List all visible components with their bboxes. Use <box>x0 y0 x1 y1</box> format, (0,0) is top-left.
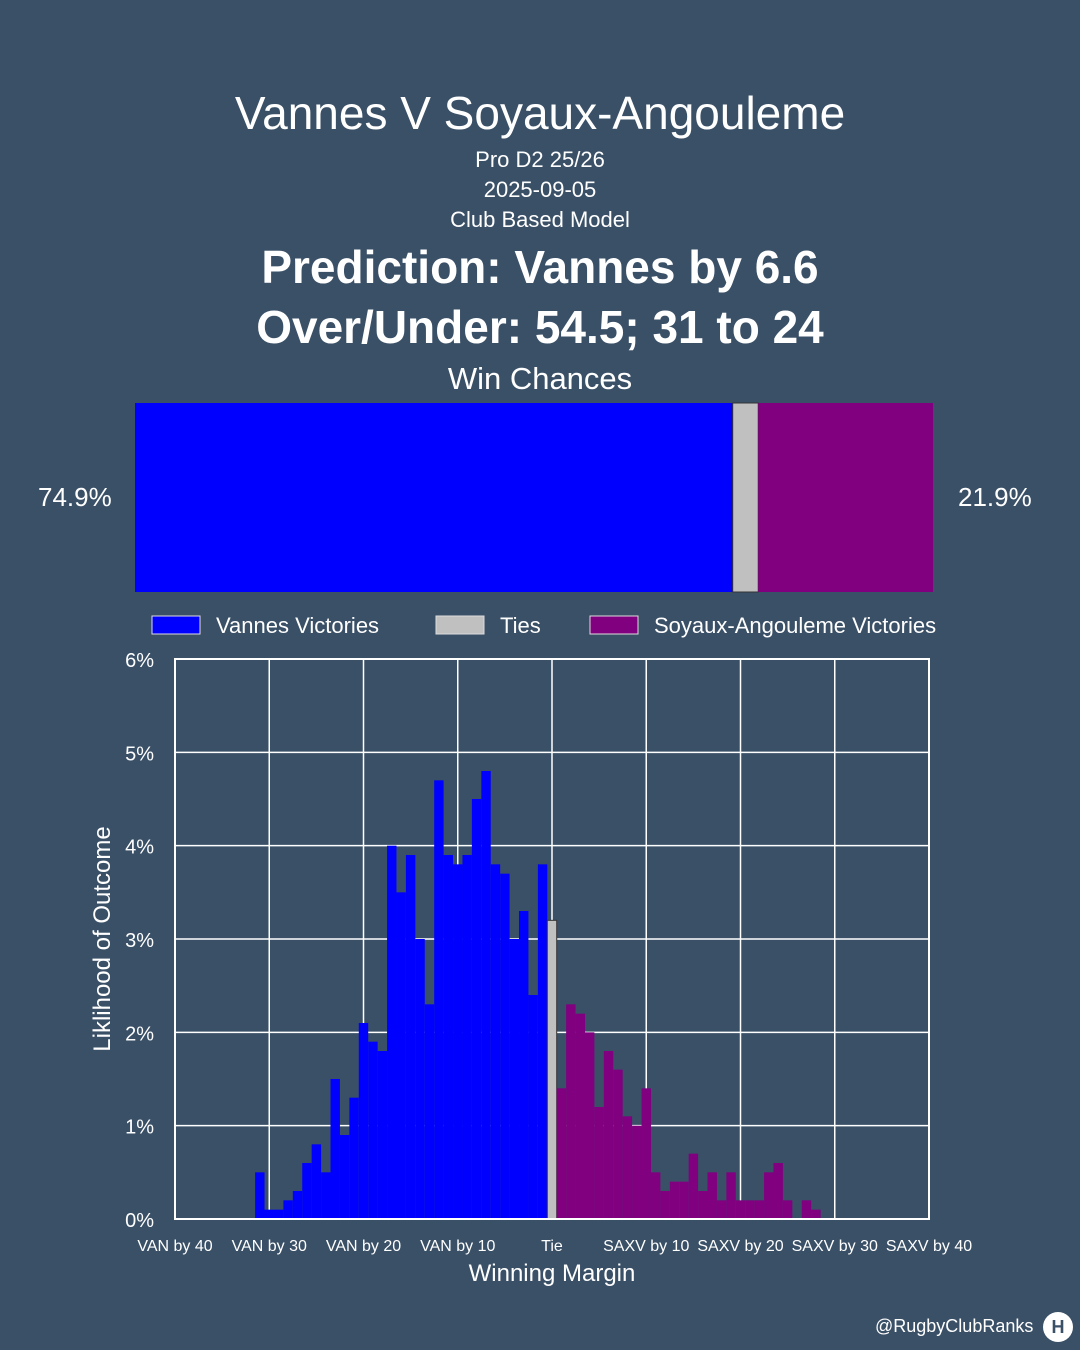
histogram-bar-away <box>782 1200 793 1219</box>
histogram-bar-away <box>650 1172 661 1219</box>
histogram-bar-home <box>358 1023 369 1219</box>
histogram-bar-home <box>330 1079 340 1219</box>
histogram-bar-home <box>264 1209 274 1219</box>
page-title: Vannes V Soyaux-Angouleme <box>234 87 846 139</box>
x-tick-label: VAN by 30 <box>232 1238 307 1255</box>
histogram-bar-home <box>415 939 425 1219</box>
model-label: Club Based Model <box>450 207 630 232</box>
x-tick-label: VAN by 10 <box>420 1238 495 1255</box>
histogram-bar-away <box>716 1200 727 1219</box>
histogram-bar-away <box>698 1191 708 1219</box>
y-tick-label: 2% <box>125 1023 154 1045</box>
histogram-bar-home <box>302 1163 312 1219</box>
x-tick-label: SAXV by 40 <box>886 1238 972 1255</box>
histogram-bar-home <box>377 1051 388 1219</box>
histogram-bar-home <box>387 845 397 1219</box>
plot-frame <box>174 658 930 1220</box>
footer-handle: @RugbyClubRanks <box>875 1316 1034 1336</box>
x-tick-label: VAN by 20 <box>326 1238 401 1255</box>
x-tick-label: VAN by 40 <box>137 1238 212 1255</box>
histogram-bar-away <box>726 1172 736 1219</box>
histogram-bar-away <box>811 1209 821 1219</box>
match-date: 2025-09-05 <box>483 177 597 202</box>
histogram-bar-home <box>349 1097 359 1219</box>
legend-swatch-3 <box>589 615 639 635</box>
histogram-bar-away <box>556 1088 567 1219</box>
over-under-text: Over/Under: 54.5; 31 to 24 <box>256 301 824 353</box>
histogram-bar-home <box>434 780 444 1219</box>
histogram-bar-away <box>679 1181 689 1219</box>
histogram-bar-away <box>584 1032 595 1219</box>
histogram-bar-home <box>509 939 520 1219</box>
x-axis-label: Winning Margin <box>469 1260 636 1287</box>
histogram-bar-home <box>311 1144 322 1219</box>
y-axis-label: Liklihood of Outcome <box>89 826 116 1051</box>
histogram-bar-away <box>688 1153 699 1219</box>
histogram-bar-home <box>273 1209 284 1219</box>
win-chances-title: Win Chances <box>447 361 633 396</box>
histogram-bar-home <box>537 864 548 1219</box>
histogram-bar-home <box>481 771 491 1219</box>
histogram-bar-away <box>735 1200 746 1219</box>
y-tick-label: 4% <box>125 837 154 859</box>
histogram-bar-home <box>405 855 416 1219</box>
histogram-bar-home <box>424 1004 435 1219</box>
histogram-bar-home <box>321 1172 331 1219</box>
histogram-bar-away <box>622 1116 633 1219</box>
histogram-bar-home <box>471 799 482 1219</box>
histogram-bar-away <box>632 1125 642 1219</box>
histogram-bar-home <box>490 864 501 1219</box>
histogram-bar-home <box>292 1191 303 1219</box>
histogram-bar-home <box>396 892 406 1219</box>
histogram-bar-home <box>255 1172 265 1219</box>
histogram-bar-home <box>500 873 510 1219</box>
histogram-bar-away <box>641 1088 651 1219</box>
win-chance-segment-tie <box>732 402 759 593</box>
histogram-bar-away <box>603 1051 614 1219</box>
histogram-bar-away <box>754 1200 765 1219</box>
histogram-bar-away <box>745 1200 755 1219</box>
y-tick-label: 0% <box>125 1210 154 1232</box>
prediction-text: Prediction: Vannes by 6.6 <box>261 241 819 293</box>
histogram-bar-away <box>575 1013 585 1219</box>
histogram-bar-home <box>462 855 472 1219</box>
home-win-percent: 74.9% <box>38 482 112 512</box>
histogram-bar-away <box>801 1200 812 1219</box>
legend-label-2: Ties <box>500 613 541 638</box>
histogram-bar-away <box>594 1107 604 1219</box>
legend-swatch-1 <box>151 615 201 635</box>
histogram-bar-home <box>368 1041 378 1219</box>
histogram-bar-home <box>519 911 529 1219</box>
rugby-posts-icon: H <box>1043 1312 1073 1342</box>
y-tick-label: 1% <box>125 1117 154 1139</box>
x-tick-label: SAXV by 30 <box>792 1238 878 1255</box>
legend-label-3: Soyaux-Angouleme Victories <box>654 613 936 638</box>
histogram-bar-home <box>528 995 538 1219</box>
away-win-percent: 21.9% <box>958 482 1032 512</box>
win-chance-segment-away <box>758 403 933 592</box>
histogram-bar-away <box>764 1172 774 1219</box>
y-tick-label: 5% <box>125 743 154 765</box>
histogram-bar-away <box>613 1069 623 1219</box>
histogram-bar-away <box>660 1191 670 1219</box>
x-tick-label: Tie <box>541 1238 563 1255</box>
histogram-bar-home <box>339 1135 350 1219</box>
histogram-bar-away <box>669 1181 680 1219</box>
histogram-bar-home <box>283 1200 293 1219</box>
y-tick-label: 3% <box>125 930 154 952</box>
histogram-bar-home <box>443 855 454 1219</box>
x-tick-label: SAXV by 10 <box>603 1238 689 1255</box>
y-tick-label: 6% <box>125 650 154 672</box>
histogram-bar-away <box>773 1163 783 1219</box>
competition-label: Pro D2 25/26 <box>475 147 605 172</box>
x-tick-label: SAXV by 20 <box>697 1238 783 1255</box>
win-chance-segment-home <box>135 403 733 592</box>
histogram-bar-tie <box>546 919 558 1220</box>
histogram-bar-home <box>453 864 463 1219</box>
legend-label-1: Vannes Victories <box>216 613 379 638</box>
histogram-bar-away <box>566 1004 576 1219</box>
legend-swatch-2 <box>435 615 485 635</box>
histogram-bar-away <box>707 1172 717 1219</box>
